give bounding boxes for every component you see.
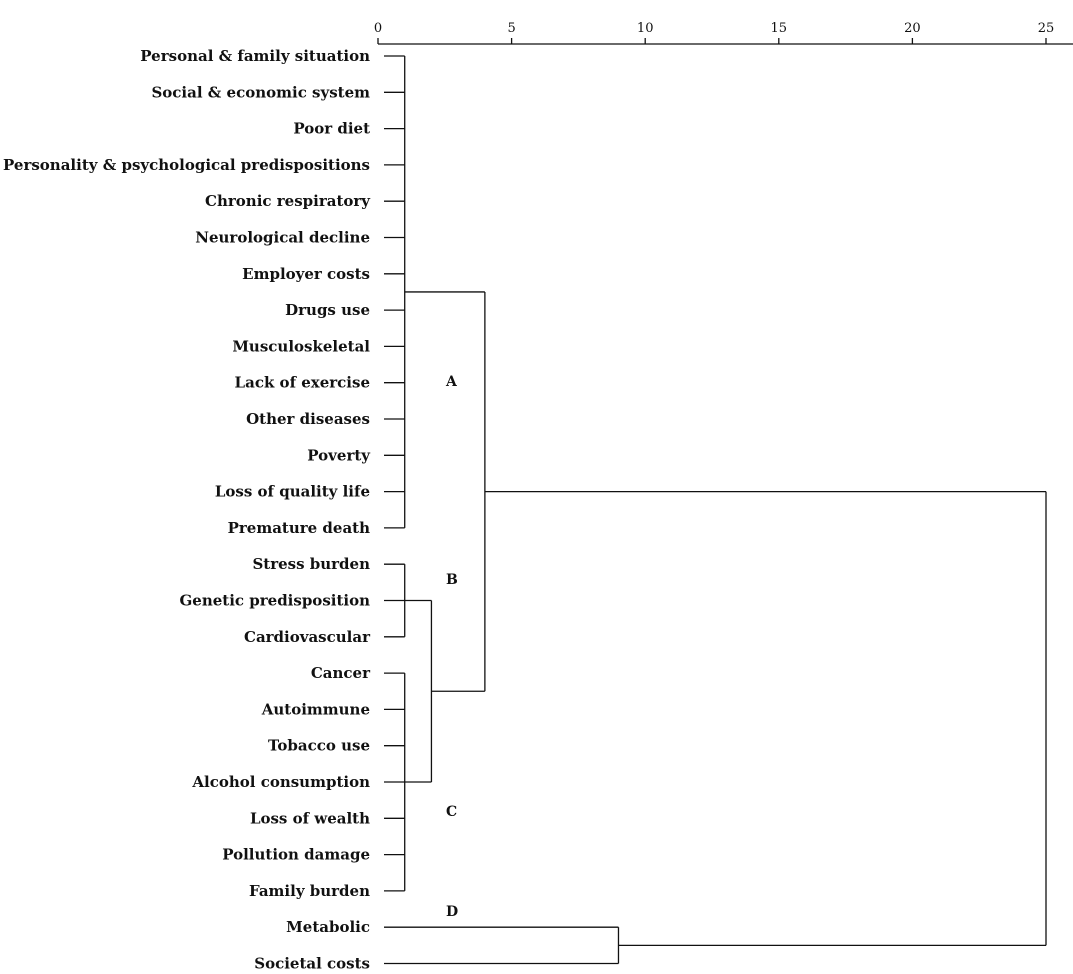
x-tick-label-25: 25 [1038,21,1055,36]
leaf-label: Poverty [307,446,371,464]
leaf-label: Loss of wealth [250,809,370,827]
leaf-label: Cardiovascular [244,628,371,646]
leaf-label: Employer costs [242,265,370,283]
leaf-label: Genetic predisposition [179,592,370,610]
leaf-label: Musculoskeletal [232,337,370,355]
leaf-label: Autoimmune [261,700,370,718]
leaf-label: Cancer [311,664,371,682]
leaf-label: Loss of quality life [215,483,370,501]
cluster-label-D: D [446,904,458,920]
leaf-label: Family burden [249,882,370,900]
leaf-label: Personal & family situation [140,47,370,65]
leaf-label: Other diseases [246,410,370,428]
x-tick-label-10: 10 [637,21,654,36]
x-tick-label-20: 20 [904,21,921,36]
cluster-label-C: C [446,804,457,820]
cluster-label-A: A [445,374,458,390]
leaf-label: Premature death [228,519,370,537]
leaf-label: Chronic respiratory [205,192,371,210]
leaf-label: Stress burden [252,555,370,573]
leaf-label: Societal costs [254,955,370,973]
leaf-label: Pollution damage [222,846,370,864]
leaf-label: Social & economic system [151,83,370,101]
x-tick-label-5: 5 [507,21,515,36]
leaf-label: Alcohol consumption [191,773,370,791]
leaf-label: Drugs use [285,301,370,319]
leaf-label: Metabolic [286,918,370,936]
cluster-label-B: B [446,572,458,588]
leaf-label: Tobacco use [268,737,370,755]
leaf-label: Poor diet [293,120,370,138]
x-tick-label-15: 15 [771,21,788,36]
leaf-label: Personality & psychological predispositi… [3,156,370,174]
leaf-label: Lack of exercise [235,374,370,392]
leaf-label: Neurological decline [195,229,370,247]
x-tick-label-0: 0 [374,21,382,36]
